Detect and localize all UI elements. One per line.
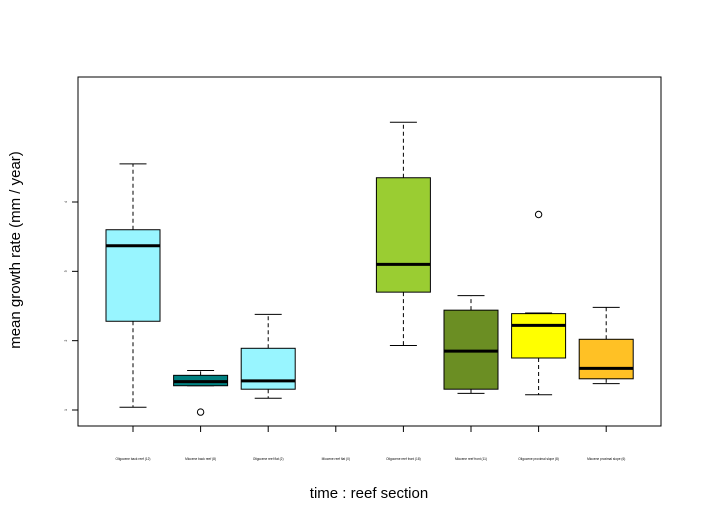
- x-tick-label: Miocene back reef (8): [185, 457, 216, 461]
- outlier-point: [196, 408, 205, 416]
- y-axis: 1 2 3 4: [64, 201, 79, 411]
- x-tick-label: Miocene reef flat (0): [322, 457, 350, 461]
- box-6: [443, 295, 499, 394]
- y-tick-label: 2: [64, 340, 68, 342]
- x-tick-label: Oligocene reef flat (2): [253, 457, 284, 461]
- outlier-point: [534, 210, 543, 219]
- y-tick-label: 3: [64, 270, 68, 272]
- x-tick-label: Oligocene reef front (18): [386, 457, 421, 461]
- box-8: [578, 306, 634, 385]
- box-iqr: [105, 229, 161, 322]
- box-5: [375, 121, 431, 347]
- box-7: [511, 210, 567, 396]
- x-axis-label: time : reef section: [310, 485, 428, 502]
- box-iqr: [578, 338, 634, 380]
- box-iqr: [511, 313, 567, 359]
- box-3: [240, 313, 296, 399]
- x-tick-label: Oligocene back reef (12): [116, 457, 151, 461]
- box-iqr: [375, 177, 431, 293]
- x-tick-label: Miocene proximal slope (6): [587, 457, 625, 461]
- x-axis: Oligocene back reef (12) Miocene back ree…: [116, 425, 625, 461]
- x-tick-label: Miocene reef front (11): [455, 457, 487, 461]
- box-1: [105, 163, 161, 408]
- boxes-group: [105, 121, 634, 416]
- box-iqr: [240, 347, 296, 390]
- x-tick-label: Oligocene proximal slope (8): [518, 457, 559, 461]
- y-axis-label: mean growth rate (mm / year): [7, 151, 24, 349]
- box-2: [173, 369, 229, 416]
- y-tick-label: 4: [64, 201, 68, 203]
- y-tick-label: 1: [64, 409, 68, 411]
